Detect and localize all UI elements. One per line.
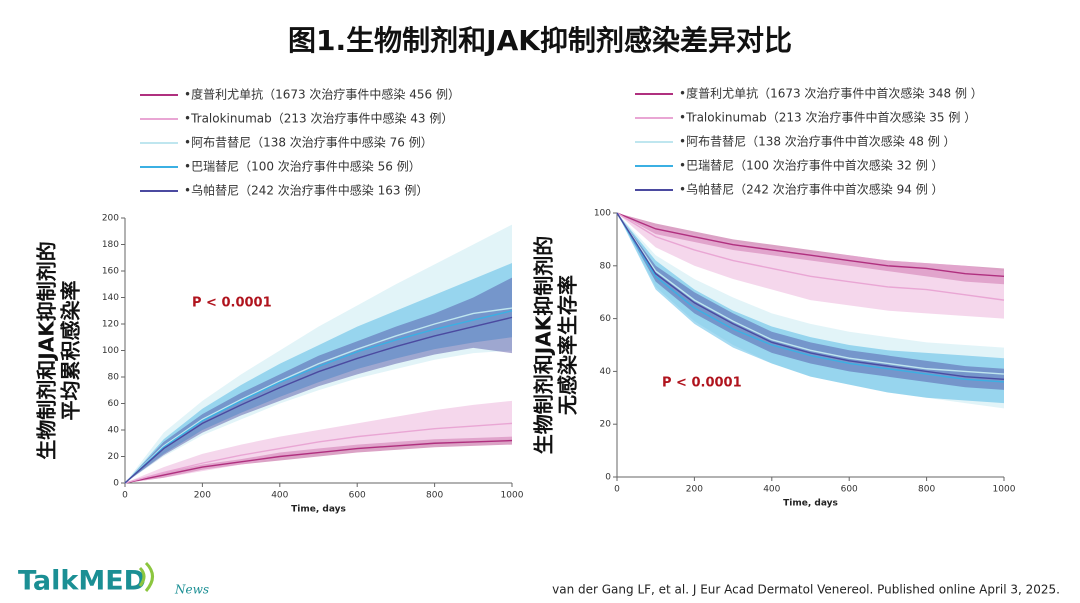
confidence-band [125, 224, 512, 483]
legend-label: •度普利尤单抗（1673 次治疗事件中首次感染 348 例 ） [679, 86, 983, 101]
y-axis-label: 生物制剂和JAK抑制剂的 [532, 236, 556, 454]
y-tick-label: 0 [113, 479, 119, 489]
y-axis-label: 生物制剂和JAK抑制剂的 [35, 241, 59, 459]
x-tick-label: 0 [614, 485, 620, 495]
x-axis-label: Time, days [291, 505, 346, 515]
y-tick-label: 200 [102, 214, 119, 224]
series-line [616, 212, 1005, 375]
x-tick-label: 400 [763, 485, 780, 495]
logo: TalkMED [18, 566, 146, 597]
y-tick-label: 160 [102, 267, 119, 277]
legend-label: •巴瑞替尼（100 次治疗事件中首次感染 32 例 ） [679, 158, 944, 173]
x-axis-label: Time, days [783, 499, 838, 509]
y-tick-label: 80 [108, 373, 120, 383]
y-tick-label: 60 [108, 399, 120, 409]
confidence-band [125, 436, 512, 483]
confidence-band [617, 213, 1004, 404]
y-tick-label: 100 [594, 209, 611, 219]
x-tick-label: 200 [686, 485, 703, 495]
y-tick-label: 80 [600, 261, 612, 271]
y-tick-label: 120 [102, 320, 119, 330]
y-tick-label: 140 [102, 293, 119, 303]
x-tick-label: 1000 [501, 491, 524, 501]
y-tick-label: 40 [600, 367, 612, 377]
series-line [616, 212, 1005, 381]
series-line [124, 316, 513, 484]
y-tick-label: 20 [108, 452, 120, 462]
series-line [124, 422, 513, 484]
y-axis-label: 无感染率生存率 [556, 275, 580, 415]
slide-title: 图1.生物制剂和JAK抑制剂感染差异对比 [288, 24, 792, 57]
series-line [616, 212, 1005, 383]
confidence-band [125, 277, 512, 483]
x-tick-label: 600 [841, 485, 858, 495]
x-tick-label: 0 [122, 491, 128, 501]
series-line [124, 310, 513, 484]
x-tick-label: 600 [349, 491, 366, 501]
citation: van der Gang LF, et al. J Eur Acad Derma… [552, 583, 1060, 597]
y-tick-label: 60 [600, 314, 612, 324]
logo-icon [138, 561, 154, 592]
y-tick-label: 20 [600, 420, 612, 430]
legend-label: •乌帕替尼（242 次治疗事件中感染 163 例） [184, 183, 428, 198]
legend-label: •Tralokinumab（213 次治疗事件中首次感染 35 例 ） [679, 110, 976, 125]
p-value: P < 0.0001 [192, 296, 272, 311]
confidence-band [617, 213, 1004, 409]
series-line [124, 439, 513, 484]
logo-tag: News [174, 583, 209, 597]
series-line [124, 307, 513, 484]
x-tick-label: 800 [918, 485, 935, 495]
y-tick-label: 100 [102, 346, 119, 356]
confidence-band [617, 213, 1004, 319]
legend-label: •Tralokinumab（213 次治疗事件中感染 43 例） [184, 111, 453, 126]
legend-label: •阿布昔替尼（138 次治疗事件中感染 76 例） [184, 135, 433, 150]
y-axis-label: 平均累积感染率 [59, 281, 83, 421]
y-tick-label: 0 [605, 473, 611, 483]
legend-label: •阿布昔替尼（138 次治疗事件中首次感染 48 例 ） [679, 134, 956, 149]
series-line [616, 212, 1005, 301]
legend-label: •度普利尤单抗（1673 次治疗事件中感染 456 例） [184, 87, 460, 102]
legend-label: •乌帕替尼（242 次治疗事件中首次感染 94 例 ） [679, 182, 944, 197]
x-tick-label: 200 [194, 491, 211, 501]
y-tick-label: 40 [108, 426, 120, 436]
confidence-band [125, 263, 512, 483]
series-line [616, 212, 1005, 278]
x-tick-label: 400 [271, 491, 288, 501]
x-tick-label: 1000 [993, 485, 1016, 495]
confidence-band [617, 213, 1004, 390]
p-value: P < 0.0001 [662, 376, 742, 391]
x-tick-label: 800 [426, 491, 443, 501]
legend-label: •巴瑞替尼（100 次治疗事件中感染 56 例） [184, 159, 421, 174]
y-tick-label: 180 [102, 240, 119, 250]
